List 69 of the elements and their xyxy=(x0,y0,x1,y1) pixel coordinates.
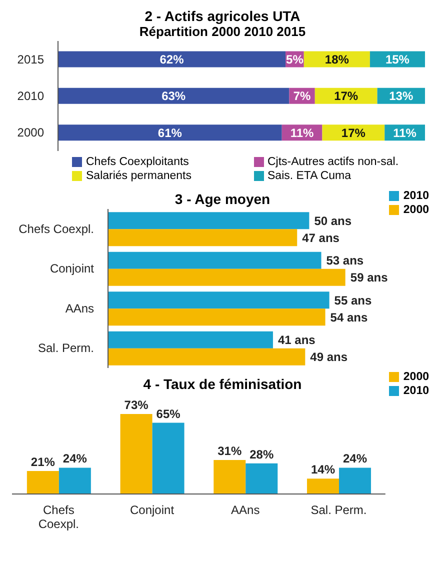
y-tick-label: 2000 xyxy=(17,126,44,140)
data-label: 49 ans xyxy=(310,350,348,364)
chart-subtitle: Répartition 2000 2010 2015 xyxy=(138,24,307,39)
bar xyxy=(120,414,152,494)
data-label: 13% xyxy=(389,89,414,104)
legend-label: Cjts-Autres actifs non-sal. xyxy=(268,155,399,169)
data-label: 5% xyxy=(286,52,304,67)
legend-label: 2010 xyxy=(403,189,429,203)
bar xyxy=(108,331,273,348)
x-tick-label: Sal. Perm. xyxy=(310,503,367,517)
data-label: 28% xyxy=(250,447,274,462)
data-label: 14% xyxy=(310,462,336,477)
data-label: 21% xyxy=(30,454,56,469)
data-label: 62% xyxy=(160,52,184,67)
bar xyxy=(26,470,59,494)
bar xyxy=(108,292,330,309)
bar xyxy=(108,348,306,366)
data-label: 54 ans xyxy=(330,310,368,324)
chart-title: 2 - Actifs agricoles UTA xyxy=(144,8,302,24)
data-label: 24% xyxy=(62,452,88,466)
bar xyxy=(108,252,322,269)
legend-label: Chefs Coexploitants xyxy=(86,155,189,169)
data-label: 17% xyxy=(334,89,358,104)
y-tick-label: AAns xyxy=(65,301,94,316)
y-tick-label: 2010 xyxy=(17,89,44,103)
legend-label: Sais. ETA Cuma xyxy=(268,169,352,183)
data-label: 65% xyxy=(156,406,181,421)
bar xyxy=(58,468,91,494)
bar xyxy=(306,478,339,494)
bar xyxy=(108,268,346,286)
legend-label: 2000 xyxy=(403,370,429,384)
legend-label: Salariés permanents xyxy=(86,169,192,183)
chart-title: 3 - Age moyen xyxy=(174,191,270,207)
bar xyxy=(152,422,184,494)
bar xyxy=(58,124,282,141)
bar xyxy=(246,463,278,494)
bar xyxy=(214,460,246,494)
legend-label: 2000 xyxy=(403,203,429,217)
data-label: 63% xyxy=(162,89,186,104)
legend-label: 2010 xyxy=(403,384,429,398)
y-tick-label: Conjoint xyxy=(50,262,95,276)
data-label: 59 ans xyxy=(350,270,388,285)
y-tick-label: Sal. Perm. xyxy=(38,341,94,356)
chart-title: 4 - Taux de féminisation xyxy=(143,376,302,392)
bar xyxy=(58,51,286,68)
x-tick-label: AAns xyxy=(231,503,260,517)
data-label: 11% xyxy=(290,126,314,140)
data-label: 17% xyxy=(341,126,366,140)
bar xyxy=(108,308,326,326)
data-label: 31% xyxy=(218,444,242,458)
bar xyxy=(338,468,371,494)
data-label: 47 ans xyxy=(302,230,340,245)
y-tick-label: 2015 xyxy=(17,52,44,66)
data-label: 11% xyxy=(393,126,417,140)
data-label: 18% xyxy=(324,52,350,67)
data-label: 24% xyxy=(342,452,368,466)
data-label: 41 ans xyxy=(278,333,316,348)
data-label: 50 ans xyxy=(314,214,352,228)
bar xyxy=(58,88,290,104)
data-label: 61% xyxy=(158,126,182,140)
data-label: 7% xyxy=(293,89,312,104)
data-label: 53 ans xyxy=(326,254,364,268)
data-label: 15% xyxy=(385,52,410,67)
data-label: 73% xyxy=(124,398,149,412)
y-tick-label: Chefs Coexpl. xyxy=(18,222,94,236)
bar xyxy=(108,229,298,246)
x-tick-label: Conjoint xyxy=(130,503,175,517)
bar xyxy=(108,212,310,230)
data-label: 55 ans xyxy=(334,293,372,308)
